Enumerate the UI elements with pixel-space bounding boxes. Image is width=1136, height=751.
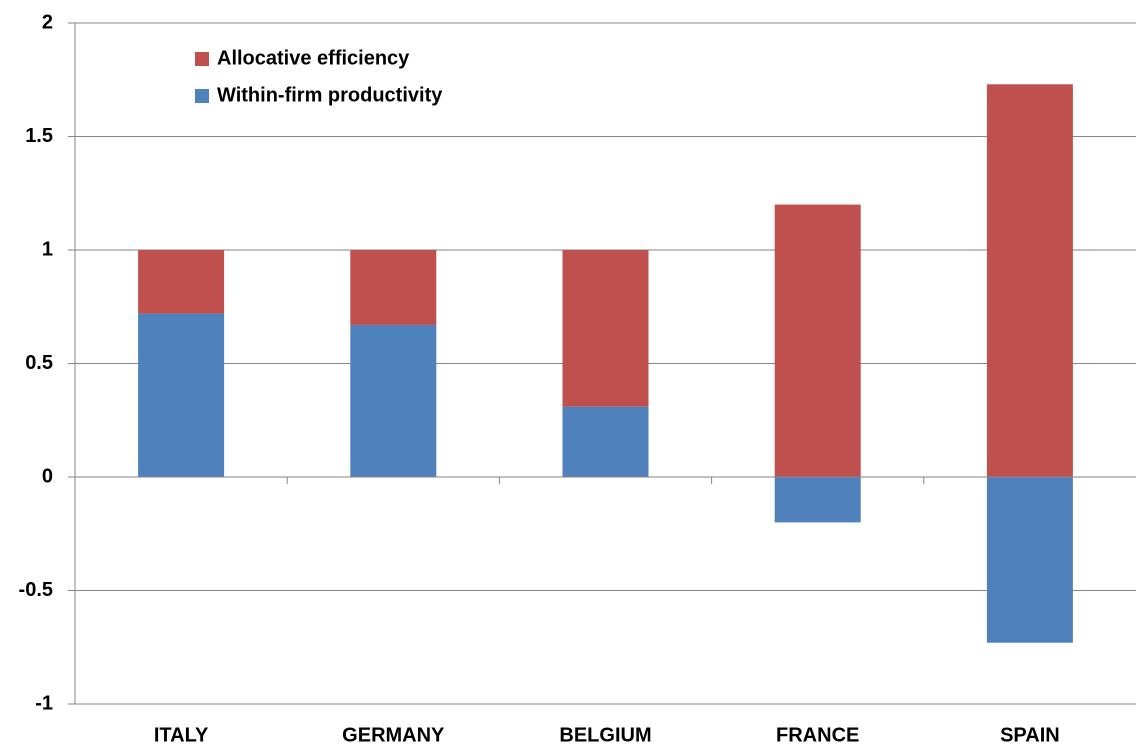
legend-swatch <box>195 89 209 103</box>
bar-segment <box>350 250 437 325</box>
y-tick-label: -0.5 <box>19 579 53 601</box>
y-tick-label: 0.5 <box>25 352 53 374</box>
y-tick-label: 2 <box>42 11 53 33</box>
x-tick-label: BELGIUM <box>559 724 651 746</box>
x-tick-label: SPAIN <box>1000 724 1060 746</box>
x-tick-label: GERMANY <box>342 724 445 746</box>
y-tick-label: -1 <box>35 692 53 714</box>
bar-segment <box>774 204 861 477</box>
y-tick-label: 1.5 <box>25 125 53 147</box>
bar-segment <box>562 250 649 407</box>
bar-segment <box>986 84 1073 477</box>
legend-label: Allocative efficiency <box>217 47 410 69</box>
bar-segment <box>138 250 225 314</box>
bar-segment <box>562 406 649 477</box>
legend-label: Within-firm productivity <box>217 84 443 106</box>
y-tick-label: 1 <box>42 238 53 260</box>
legend-swatch <box>195 52 209 66</box>
x-tick-label: ITALY <box>154 724 209 746</box>
y-tick-label: 0 <box>42 465 53 487</box>
bar-segment <box>774 477 861 523</box>
bar-segment <box>138 313 225 477</box>
bar-segment <box>986 477 1073 643</box>
bar-segment <box>350 324 437 477</box>
x-tick-label: FRANCE <box>776 724 859 746</box>
